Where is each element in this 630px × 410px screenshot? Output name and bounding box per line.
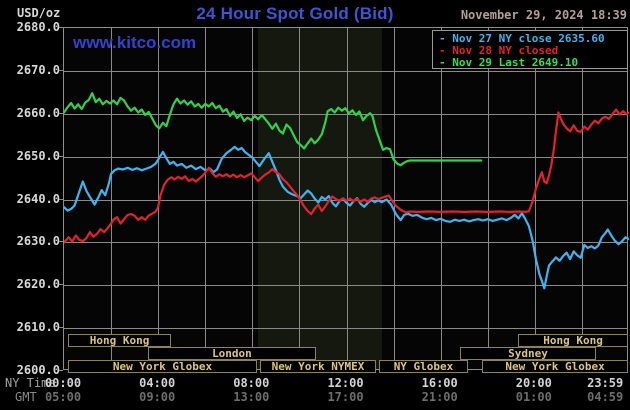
session-box-hong-kong: Hong Kong	[68, 334, 172, 347]
x-tick-gmt: 05:00	[44, 390, 82, 404]
x-tick-ny: 23:59	[587, 376, 624, 390]
session-box-hong-kong: Hong Kong	[518, 334, 628, 347]
gridline-horizontal	[64, 70, 627, 72]
gridline-horizontal	[64, 328, 627, 330]
y-tick-label: 2600.0	[16, 363, 60, 377]
session-box-ny-globex: NY Globex	[379, 360, 468, 373]
gridline-horizontal	[64, 285, 627, 287]
y-tick-mark	[59, 155, 63, 157]
gridline-vertical	[440, 28, 442, 369]
x-tick-ny: 04:00	[139, 376, 176, 390]
x-tick-gmt: 17:00	[327, 390, 364, 404]
y-tick-mark	[59, 112, 63, 114]
gmt-row-label: GMT	[15, 390, 37, 404]
gridline-vertical	[205, 28, 207, 369]
gridline-horizontal	[64, 113, 627, 115]
x-tick-ny: 12:00	[327, 376, 364, 390]
gridline-horizontal	[64, 242, 627, 244]
y-tick-mark	[59, 241, 63, 243]
price-line-nov28	[64, 108, 629, 244]
x-tick-ny: 20:00	[515, 376, 552, 390]
session-box-new-york-nymex: New York NYMEX	[260, 360, 376, 373]
x-tick-gmt: 13:00	[233, 390, 270, 404]
y-tick-label: 2680.0	[16, 20, 60, 34]
unit-label: USD/oz	[17, 6, 61, 20]
y-tick-mark	[59, 69, 63, 71]
x-tick-gmt: 04:59	[587, 390, 624, 404]
datetime-label: November 29, 2024 18:39	[460, 8, 627, 22]
page-title: 24 Hour Spot Gold (Bid)	[196, 4, 394, 23]
session-box-london: London	[148, 347, 316, 360]
y-tick-label: 2630.0	[16, 234, 60, 249]
x-tick-gmt: 09:00	[139, 390, 176, 404]
gridline-vertical	[393, 28, 395, 369]
session-box-sydney: Sydney	[460, 347, 597, 360]
plot-area: Hong Kong Hong Kong London Sydney New York G…	[63, 27, 629, 373]
gridline-vertical	[581, 28, 583, 369]
legend-item-nov27: - Nov 27 NY close 2635.60	[439, 32, 605, 45]
gridline-vertical	[158, 28, 160, 369]
ny-time-row-label: NY Time	[5, 376, 56, 390]
y-tick-mark	[59, 27, 63, 28]
x-tick-gmt: 01:00	[515, 390, 552, 404]
y-tick-label: 2670.0	[16, 62, 60, 77]
y-tick-mark	[59, 198, 63, 200]
gridline-vertical	[252, 28, 254, 369]
legend-item-nov29: - Nov 29 Last 2649.10	[439, 56, 579, 69]
price-lines	[64, 92, 629, 290]
legend-box: - Nov 27 NY close 2635.60- Nov 28 NY clo…	[432, 30, 628, 69]
y-tick-label: 2660.0	[16, 105, 60, 120]
y-tick-mark	[59, 327, 63, 329]
y-tick-mark	[59, 370, 63, 371]
gridline-vertical	[487, 28, 489, 369]
x-tick-gmt: 21:00	[421, 390, 458, 404]
x-tick-ny: 00:00	[44, 376, 82, 390]
gridline-horizontal	[64, 156, 627, 158]
x-tick-ny: 08:00	[233, 376, 270, 390]
y-tick-mark	[59, 284, 63, 286]
y-tick-label: 2640.0	[16, 191, 60, 206]
session-box-new-york-globex: New York Globex	[482, 360, 629, 373]
legend-item-nov28: - Nov 28 NY closed	[439, 44, 559, 57]
price-line-nov27	[64, 145, 629, 290]
gridline-vertical	[111, 28, 113, 369]
y-tick-label: 2650.0	[16, 148, 60, 163]
y-tick-label: 2610.0	[16, 320, 60, 335]
gridline-vertical	[534, 28, 536, 369]
y-tick-label: 2620.0	[16, 277, 60, 292]
price-line-nov29	[64, 92, 483, 167]
session-box-new-york-globex: New York Globex	[68, 360, 257, 373]
kitco-link[interactable]: www.kitco.com	[73, 33, 197, 52]
x-tick-ny: 16:00	[421, 376, 458, 390]
gridline-vertical	[346, 28, 348, 369]
